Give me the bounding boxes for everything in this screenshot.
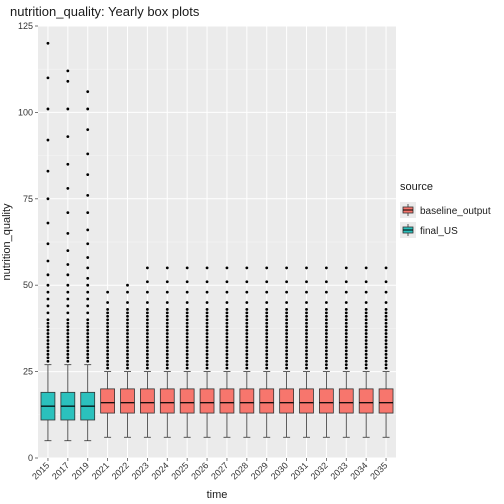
svg-text:2029: 2029 bbox=[249, 460, 270, 481]
svg-text:25: 25 bbox=[23, 367, 33, 377]
svg-text:2032: 2032 bbox=[309, 460, 330, 481]
svg-text:baseline_output: baseline_output bbox=[420, 206, 491, 217]
svg-text:2015: 2015 bbox=[30, 460, 51, 481]
svg-text:2031: 2031 bbox=[289, 460, 310, 481]
svg-text:2024: 2024 bbox=[149, 460, 170, 481]
svg-text:2019: 2019 bbox=[70, 460, 91, 481]
svg-text:nutrition_quality: Yearly box: nutrition_quality: Yearly box plots bbox=[10, 4, 200, 19]
svg-text:nutrition_quality: nutrition_quality bbox=[1, 203, 13, 281]
svg-text:2027: 2027 bbox=[209, 460, 230, 481]
svg-text:final_US: final_US bbox=[420, 226, 458, 237]
svg-text:2033: 2033 bbox=[328, 460, 349, 481]
svg-text:100: 100 bbox=[18, 107, 33, 117]
svg-text:75: 75 bbox=[23, 194, 33, 204]
svg-text:2030: 2030 bbox=[269, 460, 290, 481]
svg-text:2021: 2021 bbox=[90, 460, 111, 481]
svg-text:2017: 2017 bbox=[50, 460, 71, 481]
svg-text:2022: 2022 bbox=[110, 460, 131, 481]
svg-text:2025: 2025 bbox=[169, 460, 190, 481]
svg-text:2034: 2034 bbox=[348, 460, 369, 481]
svg-text:50: 50 bbox=[23, 280, 33, 290]
svg-text:2028: 2028 bbox=[229, 460, 250, 481]
svg-text:125: 125 bbox=[18, 21, 33, 31]
svg-text:source: source bbox=[400, 181, 433, 193]
svg-text:2026: 2026 bbox=[189, 460, 210, 481]
svg-text:time: time bbox=[207, 489, 228, 501]
svg-text:2023: 2023 bbox=[130, 460, 151, 481]
svg-text:2035: 2035 bbox=[368, 460, 389, 481]
svg-text:0: 0 bbox=[28, 453, 33, 463]
